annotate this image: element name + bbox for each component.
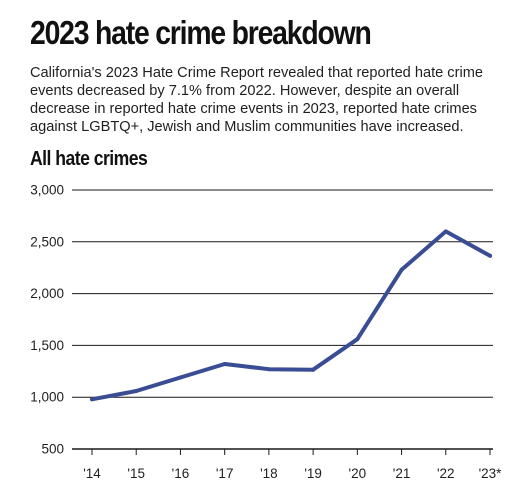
y-tick-label: 2,000 xyxy=(30,286,64,301)
y-tick-label: 500 xyxy=(41,442,64,457)
y-tick-label: 2,500 xyxy=(30,234,64,249)
chart-title: All hate crimes xyxy=(30,148,148,170)
page-title: 2023 hate crime breakdown xyxy=(30,14,372,51)
x-tick-label: '22 xyxy=(437,466,455,481)
x-tick-label: '17 xyxy=(216,466,234,481)
data-point xyxy=(90,397,94,402)
y-tick-label: 3,000 xyxy=(30,183,64,198)
y-tick-label: 1,500 xyxy=(30,338,64,353)
data-point xyxy=(488,253,492,258)
data-point xyxy=(134,388,139,393)
x-tick-label: '20 xyxy=(349,466,367,481)
y-axis-ticks: 500 1,000 1,500 2,000 2,500 3,000 xyxy=(30,183,64,457)
x-tick-label: '14 xyxy=(83,466,101,481)
data-point xyxy=(443,229,448,234)
series-line xyxy=(90,229,492,402)
data-point xyxy=(311,367,316,372)
x-tick-label: '21 xyxy=(393,466,411,481)
data-point xyxy=(178,375,183,380)
x-tick-label: '23* xyxy=(479,466,503,481)
data-point xyxy=(266,367,271,372)
x-tick-label: '15 xyxy=(127,466,145,481)
y-tick-label: 1,000 xyxy=(30,390,64,405)
series-layer xyxy=(90,229,492,402)
x-tick-label: '16 xyxy=(172,466,190,481)
data-point xyxy=(399,267,404,272)
data-point xyxy=(355,337,360,342)
x-tick-label: '18 xyxy=(260,466,278,481)
data-point xyxy=(222,362,227,367)
x-axis-ticks: '14 '15 '16 '17 '18 '19 '20 '21 '22 '23* xyxy=(83,449,502,481)
gridlines xyxy=(72,189,493,450)
x-tick-label: '19 xyxy=(304,466,322,481)
page-subtitle: California's 2023 Hate Crime Report reve… xyxy=(30,65,483,135)
